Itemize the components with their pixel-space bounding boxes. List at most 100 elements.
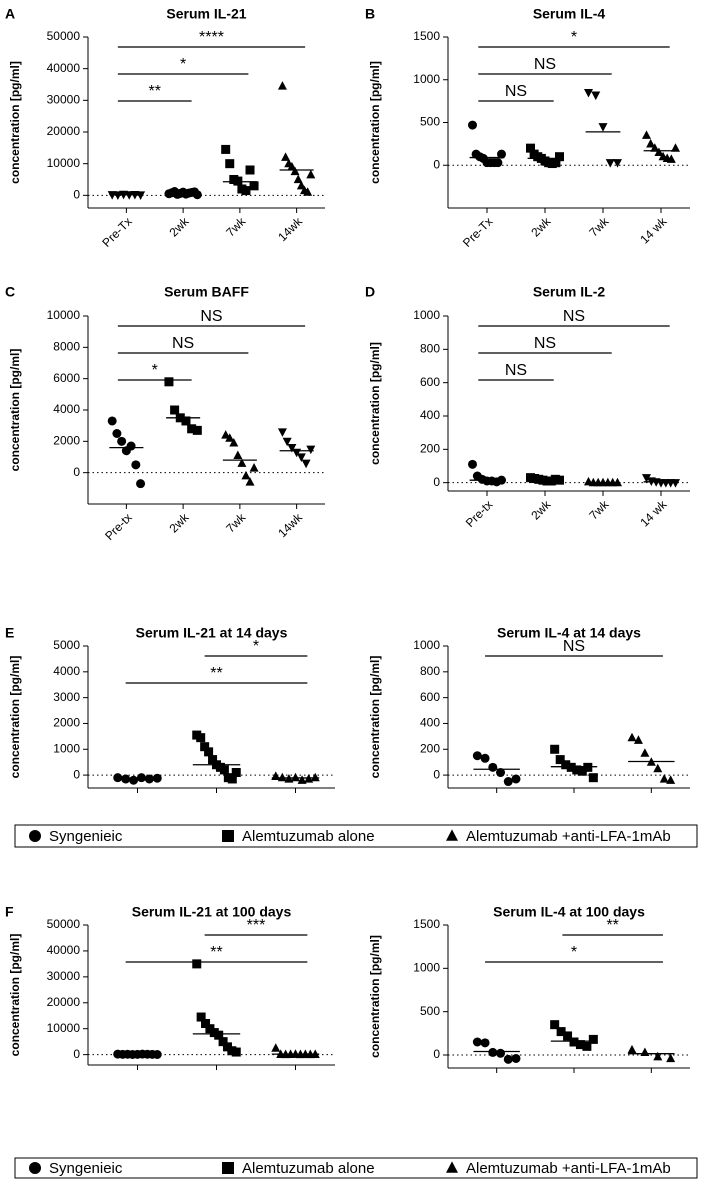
data-point [468,459,477,469]
significance-label: NS [200,308,222,325]
y-tick-label: 1000 [413,72,440,86]
legend-marker [29,1162,41,1174]
y-tick-label: 1000 [413,638,440,652]
chart-title: Serum IL-21 [166,6,246,22]
x-tick-label: Pre-tx [102,510,135,543]
y-tick-label: 50000 [47,29,81,43]
y-tick-label: 30000 [47,969,81,983]
data-point [277,772,287,782]
significance-label: ** [149,83,161,100]
y-tick-label: 20000 [47,995,81,1009]
y-axis-label: concentration [pg/ml] [368,61,382,184]
data-point [218,1037,228,1047]
y-tick-label: 600 [420,375,440,389]
panel-letter: C [5,284,15,300]
data-point [511,774,521,784]
chart-title: Serum IL-21 at 100 days [132,904,292,920]
data-point [472,1037,482,1047]
y-tick-label: 5000 [53,638,80,652]
data-point [290,166,300,176]
panel-letter: B [365,6,375,22]
data-point [296,453,306,462]
data-point [208,755,218,765]
data-point [563,1031,573,1041]
data-point [245,165,255,175]
legend-label: Syngenieic [49,828,123,845]
data-point [249,463,259,472]
y-tick-label: 800 [420,664,440,678]
data-point [627,1044,637,1054]
significance-label: * [571,944,577,961]
y-tick-label: 0 [73,767,80,781]
data-point [196,1012,206,1022]
data-point [233,450,243,460]
data-point [556,1027,566,1037]
data-point [129,775,139,785]
data-point [201,1019,211,1029]
y-tick-label: 0 [433,1047,440,1061]
data-point [221,430,231,439]
y-axis-label: concentration [pg/ml] [368,656,382,779]
data-point [468,120,477,130]
data-point [204,747,214,757]
x-tick-label: 7wk [223,214,249,240]
significance-label: NS [534,335,556,352]
data-point [659,774,669,783]
data-point [187,424,197,434]
data-point [627,732,637,742]
x-tick-label: 14 wk [637,497,670,530]
data-point [480,753,490,763]
y-tick-label: 50000 [47,917,81,931]
y-tick-label: 800 [420,342,440,356]
data-point [192,190,202,200]
data-point [291,772,300,782]
y-tick-label: 40000 [47,943,81,957]
data-point [472,751,482,761]
x-tick-label: 2wk [166,510,192,536]
x-tick-label: 14wk [275,510,305,540]
significance-label: * [152,362,158,379]
data-point [287,161,297,171]
panel-letter: D [365,284,375,300]
data-point [225,159,235,169]
data-point [577,766,587,776]
y-tick-label: 400 [420,716,440,730]
legend-label: Alemtuzumab alone [242,1160,375,1177]
data-point [241,470,251,480]
y-tick-label: 4000 [53,402,80,416]
data-point [249,181,259,191]
y-tick-label: 0 [73,188,80,202]
data-point [588,773,598,783]
data-point [112,429,122,438]
data-point [642,130,651,139]
data-point [493,158,503,168]
legend-marker [222,830,234,842]
y-tick-label: 30000 [47,93,81,107]
data-point [666,775,676,784]
y-tick-label: 500 [420,1004,440,1018]
data-point [196,733,206,743]
data-point [526,143,535,153]
legend-label: Syngenieic [49,1160,123,1177]
significance-label: NS [172,335,194,352]
data-point [117,436,127,446]
data-point [503,777,513,787]
y-tick-label: 2000 [53,716,80,730]
significance-label: NS [563,638,585,655]
data-point [550,1020,560,1030]
x-tick-label: 2wk [166,214,192,240]
data-point [241,186,251,196]
data-point [561,760,571,770]
significance-label: NS [534,56,556,73]
significance-label: * [253,638,259,655]
y-tick-label: 10000 [47,1021,81,1035]
x-tick-label: 2wk [528,497,554,523]
y-tick-label: 0 [73,465,80,479]
significance-label: *** [247,917,266,934]
legend-label: Alemtuzumab +anti-LFA-1mAb [466,828,671,845]
legend-marker [222,1162,234,1174]
x-tick-label: 14wk [275,214,305,244]
y-axis-label: concentration [pg/ml] [8,656,22,779]
x-tick-label: 7wk [586,497,612,523]
chart-title: Serum BAFF [164,284,249,300]
